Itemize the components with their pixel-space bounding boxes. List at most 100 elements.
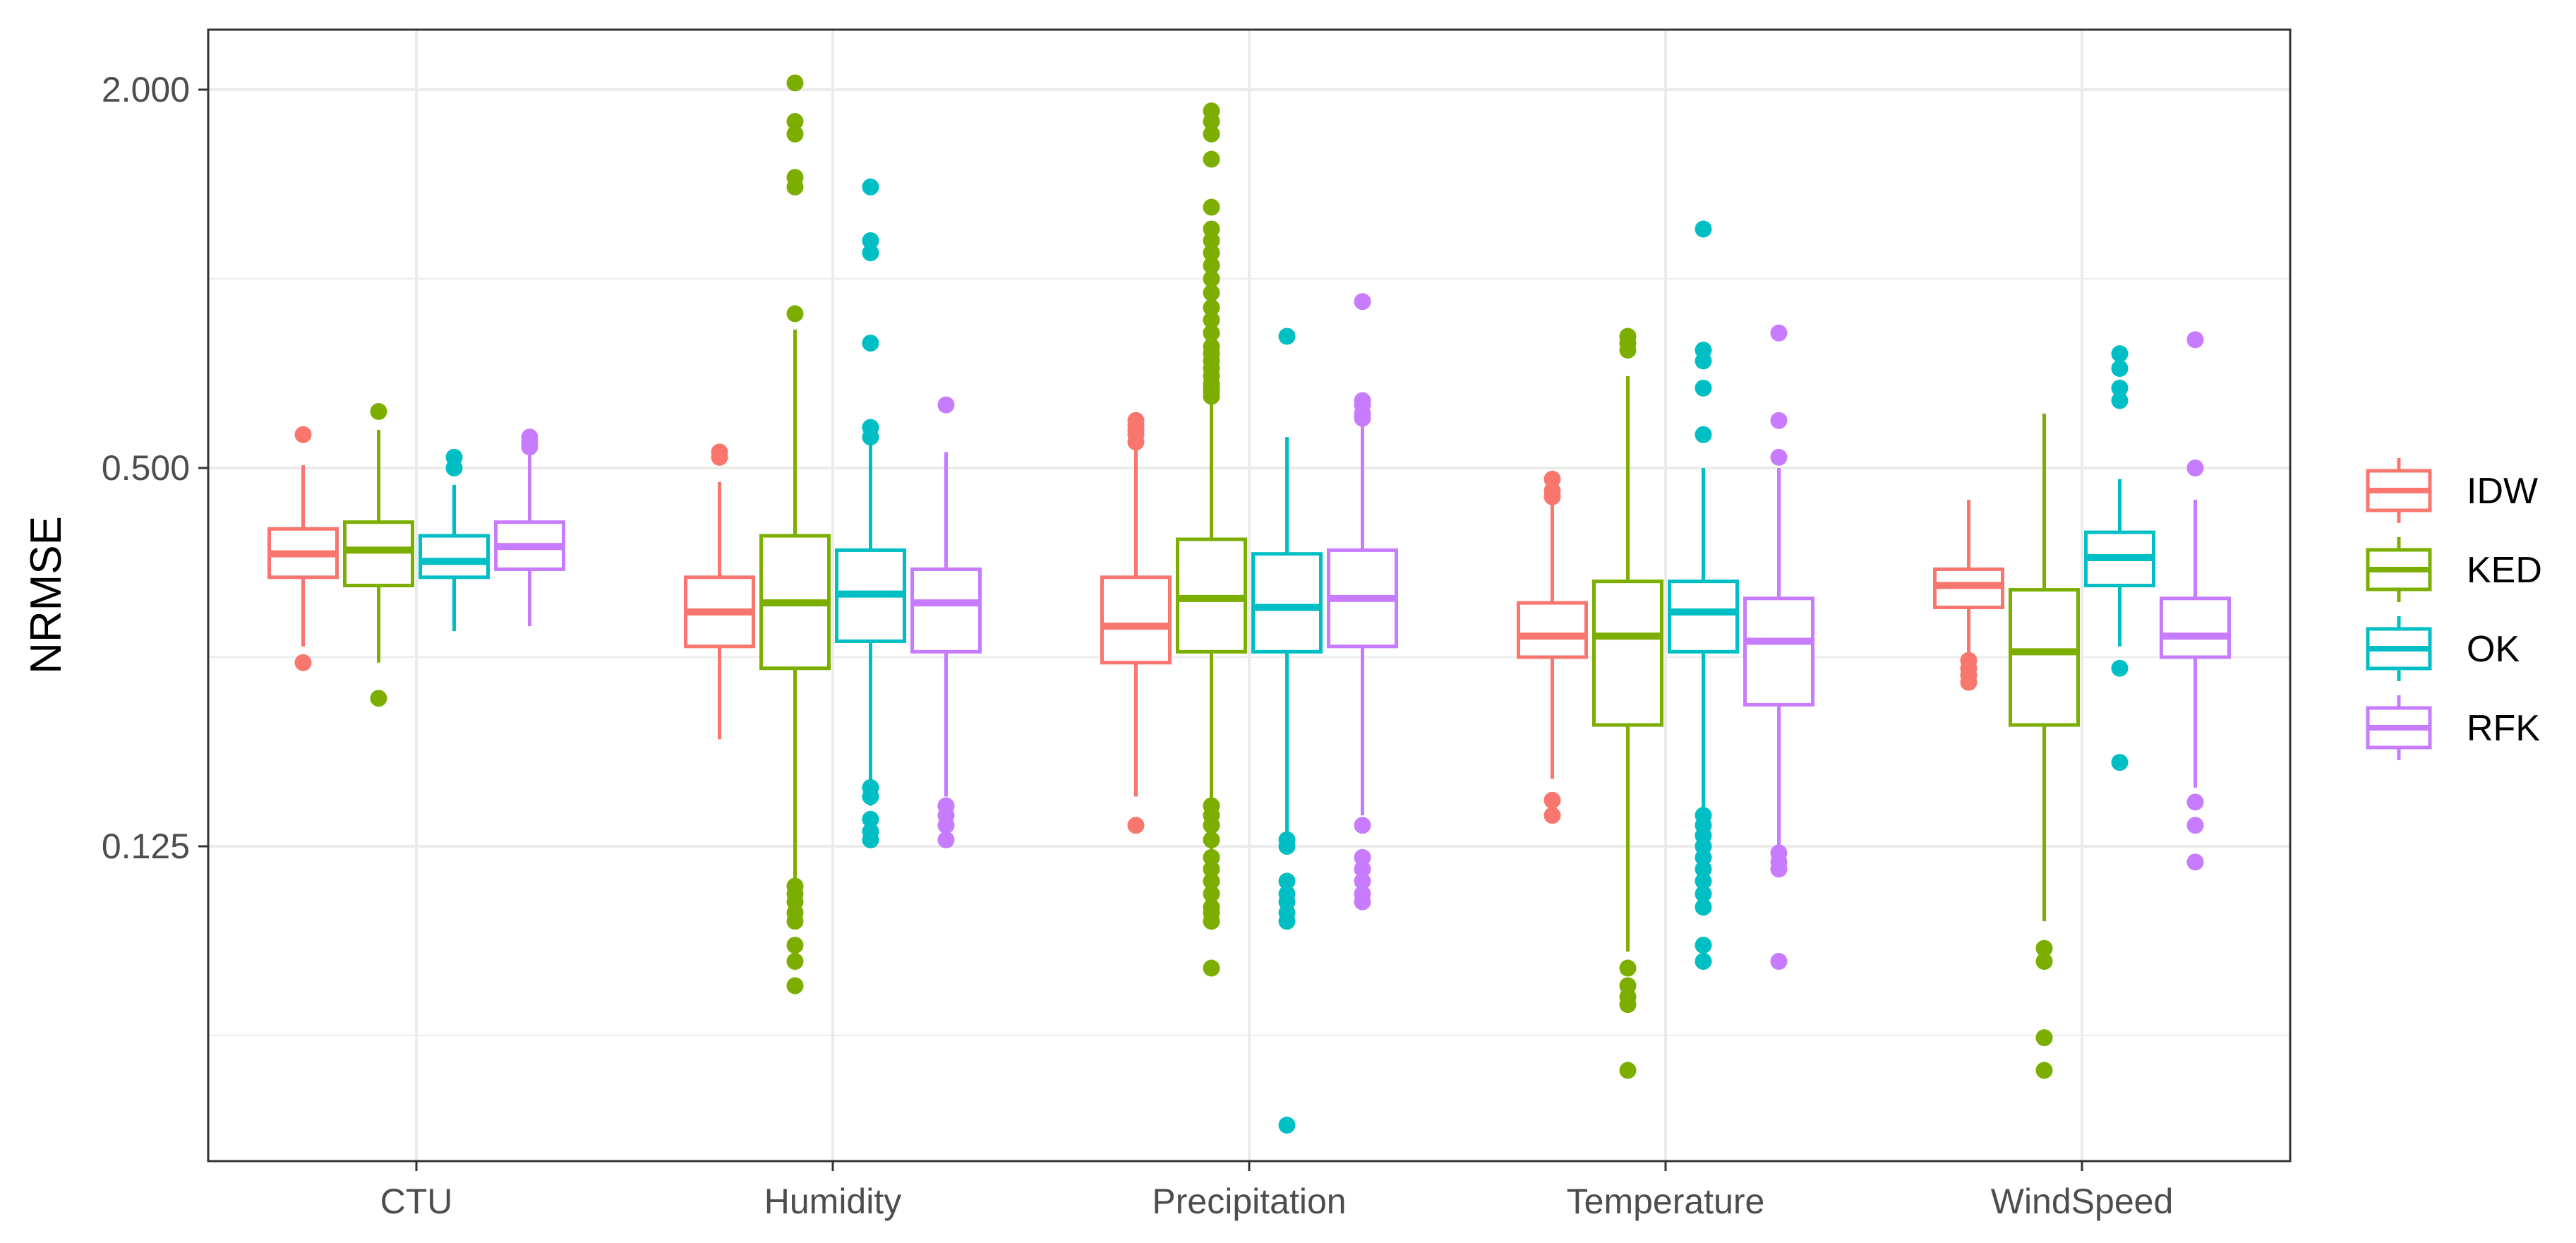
outlier-point bbox=[786, 953, 804, 971]
outlier-point bbox=[2035, 1062, 2053, 1079]
outlier-point bbox=[1354, 848, 1371, 866]
outlier-point bbox=[786, 113, 804, 131]
outlier-point bbox=[2111, 392, 2129, 409]
outlier-point bbox=[1695, 379, 1712, 397]
outlier-point bbox=[1354, 860, 1371, 878]
outlier-point bbox=[370, 402, 387, 420]
outlier-point bbox=[1770, 412, 1788, 429]
outlier-point bbox=[2111, 659, 2129, 677]
outlier-point bbox=[1203, 872, 1220, 890]
outlier-point bbox=[1203, 284, 1220, 301]
outlier-point bbox=[1203, 232, 1220, 249]
axes: 0.125 0.500 2.000 CTU Humidity Precipitation T… bbox=[102, 70, 2173, 1221]
outlier-point bbox=[1695, 342, 1712, 359]
outlier-point bbox=[294, 426, 312, 443]
outlier-point bbox=[1203, 831, 1220, 848]
outlier-point bbox=[1695, 937, 1712, 954]
outlier-point bbox=[1354, 817, 1371, 834]
outlier-point bbox=[862, 335, 879, 352]
legend-item-rfk: RFK bbox=[2366, 695, 2540, 760]
outlier-point bbox=[2111, 754, 2129, 771]
outlier-point bbox=[1960, 651, 1978, 669]
outlier-point bbox=[2186, 331, 2204, 349]
x-tick-label: CTU bbox=[380, 1182, 453, 1221]
outlier-point bbox=[1695, 426, 1712, 443]
outlier-point bbox=[1695, 885, 1712, 903]
outlier-point bbox=[1619, 328, 1637, 345]
outlier-point bbox=[2035, 1029, 2053, 1047]
outlier-point bbox=[1203, 899, 1220, 916]
outlier-point bbox=[1770, 953, 1788, 971]
outlier-point bbox=[2186, 460, 2204, 476]
outlier-point bbox=[370, 690, 387, 707]
series-ok bbox=[419, 178, 2155, 1134]
x-tick-label: Temperature bbox=[1567, 1182, 1765, 1221]
outlier-point bbox=[1203, 797, 1220, 815]
legend: IDW KED OK RFK bbox=[2366, 458, 2542, 760]
outlier-point bbox=[1695, 220, 1712, 238]
box-iqr bbox=[1743, 596, 1814, 707]
outlier-point bbox=[1695, 899, 1712, 916]
outlier-point bbox=[786, 125, 804, 143]
box-iqr bbox=[1592, 580, 1663, 727]
outlier-point bbox=[521, 428, 538, 446]
outlier-point bbox=[1278, 1117, 1296, 1134]
outlier-point bbox=[937, 797, 955, 815]
outlier-point bbox=[1354, 872, 1371, 890]
y-axis-title: NRMSE bbox=[22, 516, 71, 674]
y-tick-label: 0.500 bbox=[102, 448, 190, 488]
x-tick-label: Humidity bbox=[764, 1182, 901, 1221]
outlier-point bbox=[1619, 1062, 1637, 1079]
outlier-point bbox=[1203, 150, 1220, 168]
outlier-point bbox=[1278, 831, 1296, 848]
outlier-point bbox=[1278, 328, 1296, 345]
outlier-point bbox=[937, 831, 955, 848]
box-iqr bbox=[1517, 601, 1588, 659]
outlier-point bbox=[1203, 311, 1220, 329]
legend-item-ked: KED bbox=[2366, 537, 2542, 602]
outlier-point bbox=[1770, 324, 1788, 342]
x-tick-label: WindSpeed bbox=[1991, 1182, 2174, 1221]
outlier-point bbox=[1203, 125, 1220, 143]
outlier-point bbox=[2186, 853, 2204, 871]
outlier-point bbox=[1203, 848, 1220, 866]
series-idw bbox=[267, 412, 2004, 834]
outlier-point bbox=[711, 443, 728, 461]
outlier-point bbox=[1543, 791, 1561, 809]
outlier-point bbox=[862, 810, 879, 828]
outlier-point bbox=[1770, 448, 1788, 466]
outlier-point bbox=[1203, 338, 1220, 356]
outlier-point bbox=[2035, 953, 2053, 971]
outlier-point bbox=[1695, 860, 1712, 878]
outlier-point bbox=[862, 419, 879, 436]
outlier-point bbox=[862, 779, 879, 796]
outlier-point bbox=[786, 977, 804, 995]
box-iqr bbox=[2009, 588, 2080, 727]
outlier-point bbox=[1543, 470, 1561, 488]
series-ked bbox=[343, 74, 2080, 1079]
outlier-point bbox=[1127, 412, 1145, 429]
outlier-point bbox=[1203, 885, 1220, 903]
outlier-point bbox=[786, 305, 804, 323]
outlier-point bbox=[1695, 807, 1712, 824]
outlier-point bbox=[862, 244, 879, 262]
outlier-point bbox=[786, 74, 804, 92]
y-tick-label: 2.000 bbox=[102, 70, 190, 109]
outlier-point bbox=[2111, 360, 2129, 378]
outlier-point bbox=[862, 822, 879, 840]
outlier-point bbox=[2186, 817, 2204, 834]
outlier-point bbox=[1203, 860, 1220, 878]
box-plots bbox=[267, 74, 2231, 1134]
outlier-point bbox=[1354, 293, 1371, 311]
outlier-point bbox=[1695, 872, 1712, 890]
outlier-point bbox=[1203, 220, 1220, 238]
legend-item-idw: IDW bbox=[2366, 458, 2538, 523]
box-iqr bbox=[1251, 552, 1323, 654]
outlier-point bbox=[1203, 244, 1220, 262]
grid-lines bbox=[208, 30, 2290, 1161]
outlier-point bbox=[1770, 844, 1788, 862]
outlier-point bbox=[937, 396, 955, 414]
legend-item-ok: OK bbox=[2366, 616, 2520, 681]
outlier-point bbox=[1127, 817, 1145, 834]
